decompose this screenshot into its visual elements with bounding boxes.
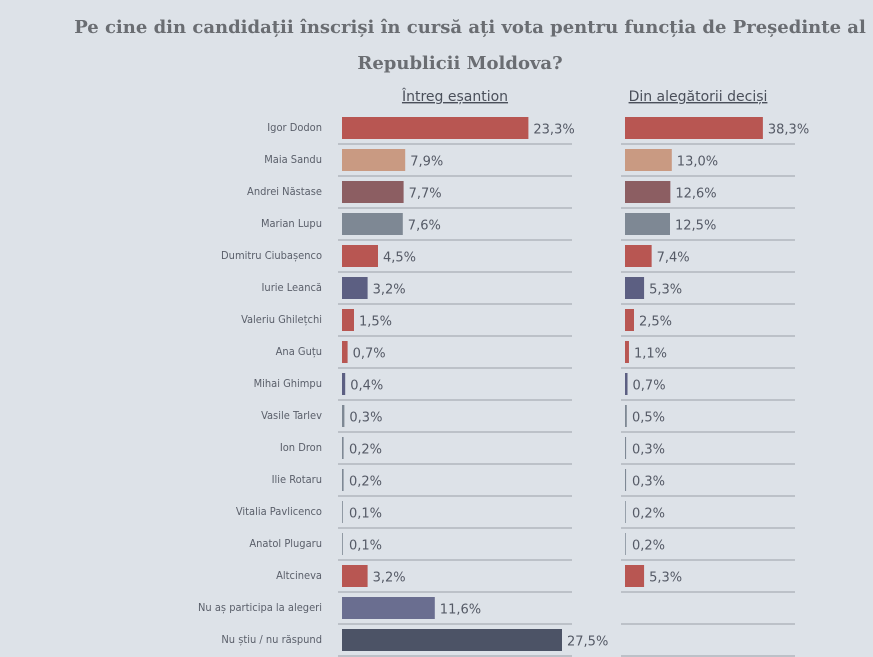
value-label: 0,2% — [632, 539, 665, 554]
bar — [625, 181, 671, 203]
bar — [625, 533, 626, 555]
bar — [625, 309, 634, 331]
legend-label: Din alegătorii deciși — [629, 89, 768, 105]
bar — [342, 501, 343, 523]
value-label: 7,6% — [408, 219, 441, 234]
bar — [342, 629, 562, 651]
category-label: Nu aș participa la alegeri — [198, 601, 322, 614]
bar — [625, 565, 645, 587]
category-label: Mihai Ghimpu — [254, 377, 322, 390]
value-label: 12,6% — [675, 187, 716, 202]
bar — [342, 597, 435, 619]
bar — [625, 405, 627, 427]
value-label: 0,2% — [632, 507, 665, 522]
value-label: 7,7% — [409, 187, 442, 202]
value-label: 0,3% — [632, 443, 665, 458]
category-label: Vitalia Pavlicenco — [236, 505, 322, 518]
value-label: 3,2% — [373, 571, 406, 586]
value-label: 1,1% — [634, 347, 667, 362]
bar — [625, 117, 763, 139]
bar — [342, 373, 346, 395]
bar — [625, 277, 645, 299]
bar — [625, 469, 627, 491]
category-label: Vasile Tarlev — [261, 409, 322, 422]
value-label: 5,3% — [649, 571, 682, 586]
value-label: 0,2% — [349, 443, 382, 458]
value-label: 0,7% — [633, 379, 666, 394]
value-label: 7,9% — [410, 155, 443, 170]
bar — [342, 437, 344, 459]
bar — [342, 533, 343, 555]
bar — [342, 117, 529, 139]
category-label: Dumitru Ciubașenco — [221, 249, 322, 262]
bar — [342, 469, 344, 491]
bar — [625, 213, 670, 235]
value-label: 13,0% — [677, 155, 718, 170]
category-label: Ion Dron — [280, 441, 322, 454]
category-label: Igor Dodon — [267, 121, 322, 134]
bar — [342, 309, 354, 331]
category-label: Anatol Plugaru — [249, 537, 322, 550]
value-label: 7,4% — [657, 251, 690, 266]
value-label: 1,5% — [359, 315, 392, 330]
bar — [342, 565, 368, 587]
value-label: 0,5% — [632, 411, 665, 426]
legend-label: Întreg eșantion — [401, 87, 508, 105]
bar — [342, 149, 406, 171]
bar — [342, 181, 404, 203]
category-label: Iurie Leancă — [262, 281, 323, 294]
bar — [342, 245, 378, 267]
value-label: 0,1% — [349, 539, 382, 554]
category-label: Ana Guțu — [276, 345, 322, 358]
value-label: 5,3% — [649, 283, 682, 298]
bar — [342, 405, 345, 427]
value-label: 0,4% — [350, 379, 383, 394]
value-label: 0,1% — [349, 507, 382, 522]
bar — [625, 373, 628, 395]
category-label: Maia Sandu — [264, 153, 322, 166]
bar — [342, 213, 403, 235]
category-label: Valeriu Ghilețchi — [241, 313, 322, 326]
category-label: Marian Lupu — [261, 217, 322, 230]
bar — [625, 149, 672, 171]
bar — [342, 277, 368, 299]
category-label: Altcineva — [276, 569, 322, 582]
category-label: Andrei Năstase — [247, 185, 322, 198]
value-label: 2,5% — [639, 315, 672, 330]
chart-title: Republicii Moldova? — [357, 53, 562, 74]
bar — [625, 245, 652, 267]
value-label: 0,3% — [349, 411, 382, 426]
value-label: 0,2% — [349, 475, 382, 490]
bar — [625, 437, 627, 459]
category-label: Nu știu / nu răspund — [221, 633, 322, 646]
value-label: 4,5% — [383, 251, 416, 266]
value-label: 0,7% — [353, 347, 386, 362]
bar — [342, 341, 348, 363]
value-label: 12,5% — [675, 219, 716, 234]
category-label: Ilie Rotaru — [272, 473, 322, 486]
value-label: 27,5% — [567, 635, 608, 650]
value-label: 0,3% — [632, 475, 665, 490]
chart-title: Pe cine din candidații înscriși în cursă… — [74, 17, 866, 38]
bar — [625, 501, 626, 523]
value-label: 3,2% — [373, 283, 406, 298]
value-label: 38,3% — [768, 123, 809, 138]
value-label: 23,3% — [533, 123, 574, 138]
value-label: 11,6% — [440, 603, 481, 618]
bar — [625, 341, 629, 363]
